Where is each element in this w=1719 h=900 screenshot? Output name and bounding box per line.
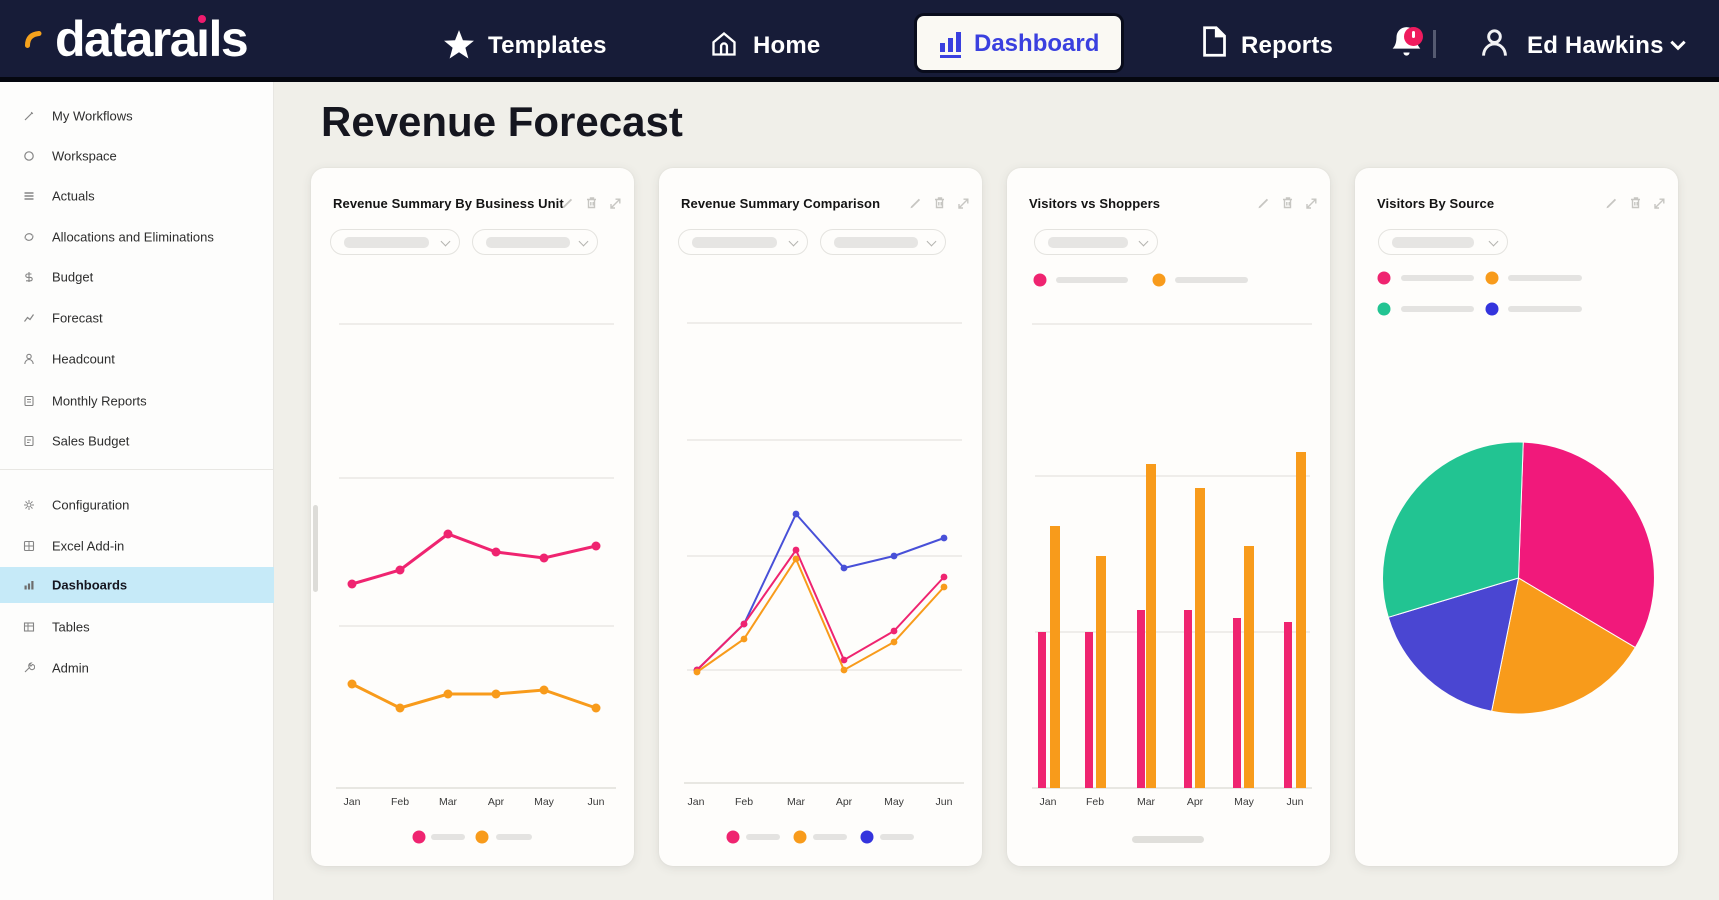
svg-text:Apr: Apr: [488, 796, 505, 808]
svg-text:May: May: [1234, 796, 1255, 808]
svg-text:Feb: Feb: [735, 796, 753, 808]
svg-text:Jan: Jan: [344, 796, 361, 808]
svg-text:Apr: Apr: [1187, 796, 1204, 808]
svg-text:May: May: [534, 796, 555, 808]
svg-text:Mar: Mar: [787, 796, 806, 808]
svg-text:Apr: Apr: [836, 796, 853, 808]
svg-text:May: May: [884, 796, 905, 808]
svg-text:Jun: Jun: [1287, 796, 1304, 808]
svg-text:Mar: Mar: [439, 796, 458, 808]
svg-text:Mar: Mar: [1137, 796, 1156, 808]
svg-text:Jan: Jan: [1040, 796, 1057, 808]
svg-text:Jun: Jun: [588, 796, 605, 808]
svg-text:Feb: Feb: [391, 796, 409, 808]
svg-text:Feb: Feb: [1086, 796, 1104, 808]
svg-text:Jan: Jan: [688, 796, 705, 808]
svg-text:Jun: Jun: [936, 796, 953, 808]
